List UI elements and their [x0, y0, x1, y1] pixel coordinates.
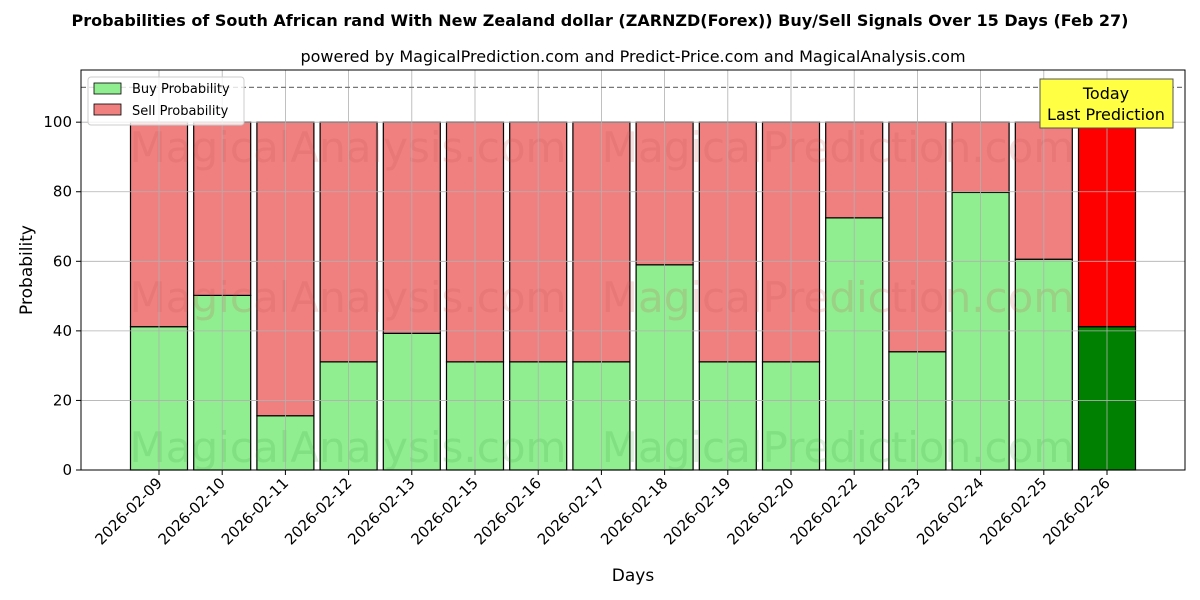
- x-tick-label: 2026-02-19: [660, 474, 734, 548]
- y-tick-label: 80: [53, 183, 72, 201]
- watermark-text: MagicalAnalysis.com: [130, 423, 567, 472]
- x-tick-label: 2026-02-11: [218, 474, 292, 548]
- annotation-line-1: Today: [1082, 84, 1129, 103]
- legend-swatch-sell: [93, 103, 122, 116]
- watermark-text: MagicalAnalysis.com: [130, 123, 567, 172]
- x-axis-label: Days: [612, 566, 655, 586]
- x-tick-label: 2026-02-17: [534, 474, 608, 548]
- y-tick-label: 0: [62, 461, 72, 479]
- plot-area: MagicalAnalysis.com MagicalPrediction.com…: [43, 69, 1186, 548]
- annotation-box: [1039, 78, 1174, 129]
- annotation-line-2: Last Prediction: [1047, 105, 1165, 124]
- chart-title: Probabilities of South African rand With…: [72, 11, 1129, 30]
- watermark-text: MagicalPrediction.com: [602, 423, 1075, 472]
- x-tick-label: 2026-02-09: [91, 474, 165, 548]
- watermark-text: MagicalPrediction.com: [602, 273, 1075, 322]
- y-tick-label: 60: [53, 252, 72, 270]
- x-tick-label: 2026-02-12: [281, 474, 355, 548]
- watermark-text: MagicalAnalysis.com: [130, 273, 567, 322]
- x-tick-label: 2026-02-23: [850, 474, 924, 548]
- x-tick-label: 2026-02-20: [723, 474, 797, 548]
- x-tick-label: 2026-02-13: [344, 474, 418, 548]
- x-tick-label: 2026-02-26: [1039, 474, 1113, 548]
- y-tick-label: 100: [43, 113, 72, 131]
- legend-swatch-buy: [93, 82, 122, 95]
- x-tick-label: 2026-02-22: [787, 474, 861, 548]
- x-tick-label: 2026-02-24: [913, 474, 987, 548]
- chart-subtitle: powered by MagicalPrediction.com and Pre…: [300, 47, 965, 66]
- plot-frame: [80, 69, 1186, 471]
- x-tick-label: 2026-02-10: [155, 474, 229, 548]
- x-tick-label: 2026-02-16: [471, 474, 545, 548]
- legend-label-sell: Sell Probability: [132, 104, 229, 119]
- legend-label-buy: Buy Probability: [132, 82, 230, 97]
- watermark-text: MagicalPrediction.com: [602, 123, 1075, 172]
- x-tick-label: 2026-02-15: [407, 474, 481, 548]
- x-tick-label: 2026-02-18: [597, 474, 671, 548]
- y-tick-label: 40: [53, 322, 72, 340]
- y-axis-label: Probability: [17, 225, 37, 315]
- x-tick-label: 2026-02-25: [976, 474, 1050, 548]
- legend-box: [87, 76, 245, 126]
- y-tick-label: 20: [53, 391, 72, 409]
